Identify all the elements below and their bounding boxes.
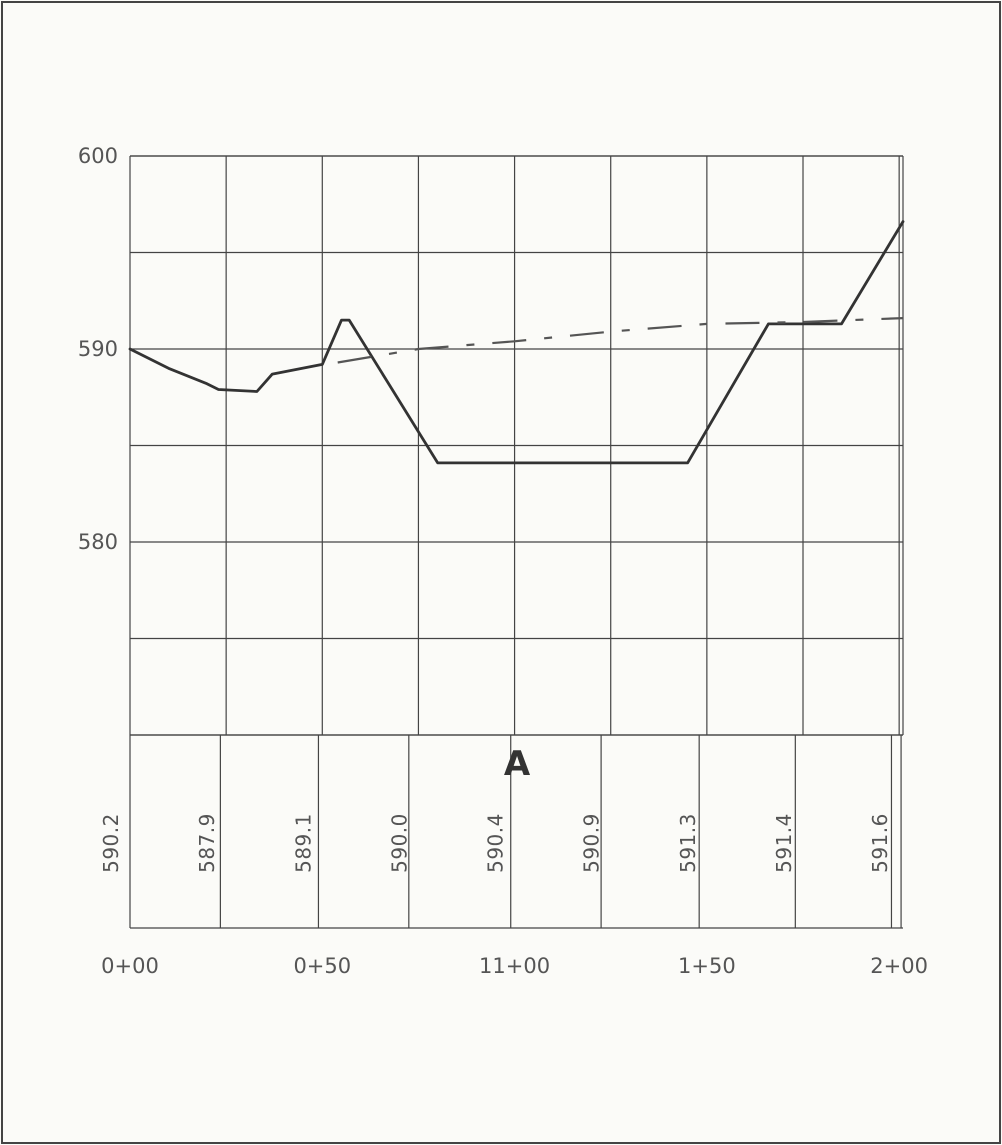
y-tick-label: 580: [78, 530, 118, 554]
elevation-value-label: 590.0: [387, 813, 411, 873]
elevation-value-label: 591.6: [868, 813, 892, 873]
ground-profile-series: [128, 220, 905, 465]
elevation-value-label: 587.9: [195, 813, 219, 873]
elevation-value-label: 591.3: [676, 813, 700, 873]
x-tick-label: 0+50: [293, 954, 351, 978]
grid: [129, 155, 904, 736]
elevation-value-label: 590.2: [99, 813, 123, 873]
axis-labels: 600 590 580 0+00 0+50 11+00 1+50 2+00: [78, 144, 928, 978]
elevation-row: 590.2 587.9 589.1 590.0 590.4 590.9 591.3 591.4…: [99, 734, 903, 929]
y-tick-label: 590: [78, 337, 118, 361]
elevation-value-label: 590.9: [580, 813, 604, 873]
x-tick-label: 1+50: [678, 954, 736, 978]
x-tick-label: 0+00: [101, 954, 159, 978]
elevation-value-label: 591.4: [772, 813, 796, 873]
series-layer: [128, 220, 905, 465]
elevation-value-label: 590.4: [484, 813, 508, 873]
y-tick-label: 600: [78, 144, 118, 168]
panel-label: A: [504, 744, 531, 784]
elevation-value-label: 589.1: [291, 813, 315, 873]
x-tick-label: 11+00: [479, 954, 550, 978]
grade-line-series: [337, 317, 904, 364]
x-tick-label: 2+00: [870, 954, 928, 978]
